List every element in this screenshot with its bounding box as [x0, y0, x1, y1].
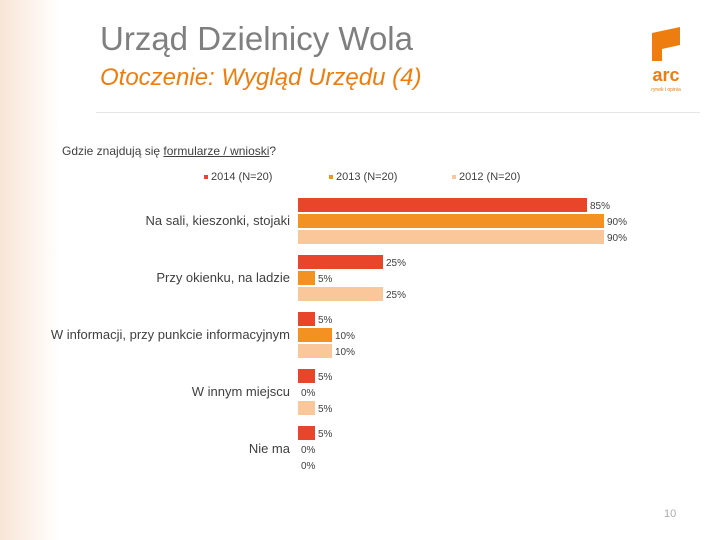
legend-label-2013: 2013 (N=20)	[336, 171, 398, 183]
logo-text: arc	[652, 65, 679, 85]
category-label: Nie ma	[249, 441, 291, 456]
data-label: 5%	[318, 315, 333, 326]
page-number: 10	[664, 508, 677, 520]
data-label: 25%	[386, 290, 406, 301]
legend-label-2012: 2012 (N=20)	[459, 171, 521, 183]
bar-2014	[298, 426, 315, 440]
data-label: 5%	[318, 372, 333, 383]
legend-item-2012: 2012 (N=20)	[452, 171, 520, 183]
bar-2012	[298, 401, 315, 415]
data-label: 0%	[301, 445, 316, 456]
data-label: 90%	[607, 233, 627, 244]
bar-2014	[298, 312, 315, 326]
data-label: 5%	[318, 429, 333, 440]
logo-tagline: rynek i opinia	[651, 87, 681, 93]
category-label: Na sali, kieszonki, stojaki	[146, 213, 291, 228]
category-label: W informacji, przy punkcie informacyjnym	[51, 327, 290, 342]
data-label: 10%	[335, 331, 355, 342]
data-label: 10%	[335, 347, 355, 358]
data-label: 25%	[386, 258, 406, 269]
page-title: Urząd Dzielnicy Wola	[100, 20, 413, 57]
bar-2012	[298, 230, 604, 244]
bar-2012	[298, 287, 383, 301]
legend-label-2014: 2014 (N=20)	[211, 171, 273, 183]
bar-2014	[298, 255, 383, 269]
legend-swatch-2014	[204, 175, 208, 179]
header-divider	[96, 112, 700, 113]
question-suffix: ?	[269, 144, 277, 158]
category-label: Przy okienku, na ladzie	[156, 270, 290, 285]
bar-2013	[298, 214, 604, 228]
category-label: W innym miejscu	[192, 384, 290, 399]
data-label: 85%	[590, 201, 610, 212]
data-label: 5%	[318, 404, 333, 415]
left-edge-gradient	[0, 0, 60, 540]
bar-2014	[298, 198, 587, 212]
question-underlined: formularze / wnioski	[163, 144, 270, 158]
survey-question: Gdzie znajdują się formularze / wnioski?	[62, 144, 276, 158]
data-label: 5%	[318, 274, 333, 285]
bar-2012	[298, 344, 332, 358]
arc-logo: arc rynek i opinia	[651, 27, 681, 93]
data-label: 0%	[301, 461, 316, 472]
bar-2014	[298, 369, 315, 383]
legend-item-2014: 2014 (N=20)	[204, 171, 272, 183]
legend-swatch-2012	[452, 175, 456, 179]
data-label: 90%	[607, 217, 627, 228]
legend-swatch-2013	[329, 175, 333, 179]
bar-2013	[298, 328, 332, 342]
legend-item-2013: 2013 (N=20)	[329, 171, 397, 183]
question-prefix: Gdzie znajdują się	[62, 144, 164, 158]
bar-2013	[298, 271, 315, 285]
bar-chart: Na sali, kieszonki, stojaki 85% 90% 90% Przy…	[51, 198, 627, 472]
data-label: 0%	[301, 388, 316, 399]
page-subtitle: Otoczenie: Wygląd Urzędu (4)	[100, 64, 422, 91]
